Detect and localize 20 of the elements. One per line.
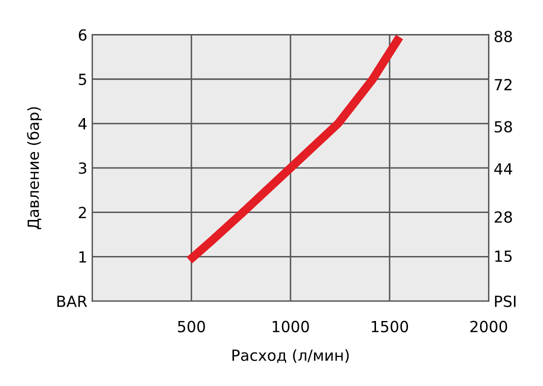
y-tick-label: 4: [78, 118, 87, 130]
y-axis-title: Давление (бар): [26, 107, 42, 230]
y-tick-label: 2: [78, 206, 86, 218]
y2-tick-label: 58: [494, 120, 512, 133]
y-tick-label: 3: [78, 162, 86, 174]
y-tick-label: 5: [78, 74, 86, 86]
x-tick-label: 1500: [372, 320, 408, 332]
y-tick-label: 6: [78, 29, 86, 41]
y2-tick-label: PSI: [495, 296, 516, 308]
y2-tick-label: 88: [494, 30, 512, 42]
x-tick-label: 1000: [272, 320, 309, 332]
y-tick-label: 1: [79, 251, 86, 262]
x-tick-label: 500: [178, 320, 205, 332]
y-tick-label: BAR: [57, 296, 88, 307]
y2-tick-label: 44: [494, 163, 512, 174]
x-tick-label: 2000: [470, 320, 508, 332]
y2-tick-label: 15: [495, 250, 512, 262]
y2-tick-label: 28: [494, 211, 512, 223]
x-axis-title: Расход (л/мин): [232, 349, 349, 363]
y2-tick-label: 72: [494, 78, 512, 90]
